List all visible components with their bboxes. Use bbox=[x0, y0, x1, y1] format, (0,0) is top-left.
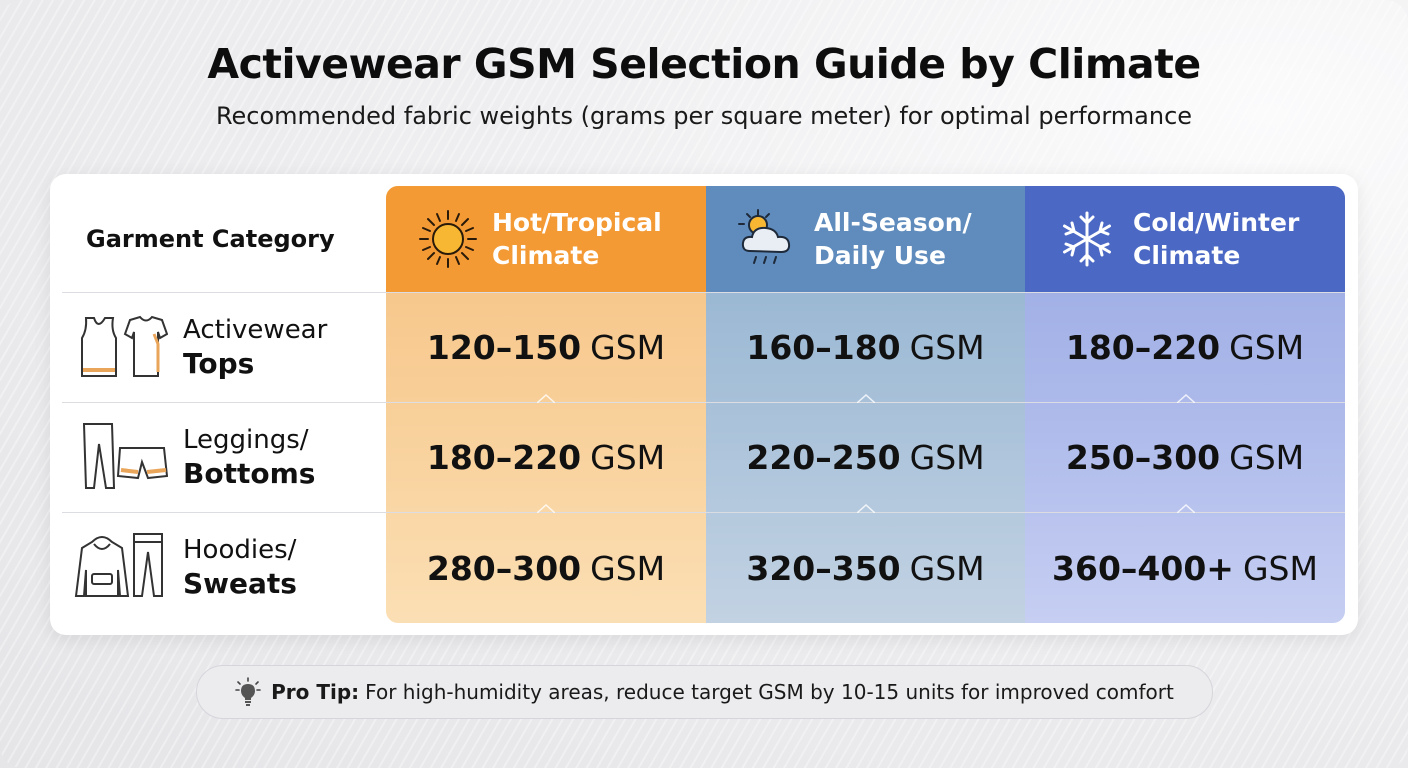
value-number: 180–220 bbox=[1065, 328, 1221, 367]
value-unit: GSM bbox=[1242, 548, 1318, 588]
pro-tip-text: For high-humidity areas, reduce target G… bbox=[365, 680, 1174, 704]
value-unit: GSM bbox=[590, 438, 666, 477]
cell-bottoms-hot: 180–220 GSM bbox=[386, 403, 706, 512]
header-hot-tropical: Hot/Tropical Climate bbox=[386, 186, 706, 292]
value-unit: GSM bbox=[909, 328, 985, 367]
tank-top-tshirt-icon bbox=[81, 315, 168, 377]
row-bottoms-line1: Leggings/ bbox=[183, 425, 309, 455]
row-tops-line1: Activewear bbox=[183, 315, 328, 345]
cell-sweats-cold: 360–400+ GSM bbox=[1025, 513, 1345, 623]
cell-tops-hot: 120–150 GSM bbox=[386, 293, 706, 402]
cell-tops-all: 160–180 GSM bbox=[706, 293, 1025, 402]
value-number: 180–220 bbox=[426, 438, 582, 477]
row-bottoms-line2: Bottoms bbox=[183, 457, 316, 490]
header-cold-line1: Cold/Winter bbox=[1133, 208, 1300, 237]
header-divider bbox=[62, 292, 1345, 293]
pro-tip-banner: Pro Tip: For high-humidity areas, reduce… bbox=[196, 665, 1213, 719]
value-number: 280–300 bbox=[426, 548, 582, 588]
caret-marker bbox=[857, 504, 875, 513]
value-number: 250–300 bbox=[1065, 438, 1221, 477]
value-unit: GSM bbox=[909, 548, 985, 588]
value-number: 320–350 bbox=[746, 548, 901, 588]
header-cold-line2: Climate bbox=[1133, 241, 1241, 270]
header-all-label: All-Season/ Daily Use bbox=[814, 206, 972, 272]
cell-sweats-hot: 280–300 GSM bbox=[386, 513, 706, 623]
snowflake-icon bbox=[1063, 211, 1111, 267]
cell-sweats-all: 320–350 GSM bbox=[706, 513, 1025, 623]
caret-marker bbox=[857, 394, 875, 403]
row-tops-label: Activewear Tops bbox=[183, 313, 327, 381]
leggings-shorts-icon bbox=[82, 423, 168, 489]
header-cold-winter: Cold/Winter Climate bbox=[1025, 186, 1345, 292]
value-number: 160–180 bbox=[746, 328, 901, 367]
value-number: 220–250 bbox=[746, 438, 901, 477]
row-sweats-line2: Sweats bbox=[183, 567, 297, 600]
value-number: 120–150 bbox=[426, 328, 582, 367]
caret-marker bbox=[1177, 504, 1195, 513]
sun-icon bbox=[419, 210, 477, 268]
header-all-line2: Daily Use bbox=[814, 241, 946, 270]
cell-tops-cold: 180–220 GSM bbox=[1025, 293, 1345, 402]
caret-marker bbox=[1177, 394, 1195, 403]
header-all-season: All-Season/ Daily Use bbox=[706, 186, 1025, 292]
value-unit: GSM bbox=[909, 438, 985, 477]
cell-bottoms-cold: 250–300 GSM bbox=[1025, 403, 1345, 512]
row-sweats-line1: Hoodies/ bbox=[183, 535, 297, 565]
value-unit: GSM bbox=[590, 548, 666, 588]
header-hot-line1: Hot/Tropical bbox=[492, 208, 662, 237]
lightbulb-icon bbox=[235, 677, 261, 706]
caret-marker bbox=[537, 394, 555, 403]
row-sweats-label: Hoodies/ Sweats bbox=[183, 533, 297, 601]
header-hot-line2: Climate bbox=[492, 241, 600, 270]
cell-bottoms-all: 220–250 GSM bbox=[706, 403, 1025, 512]
row-divider-2 bbox=[62, 512, 1345, 513]
header-hot-label: Hot/Tropical Climate bbox=[492, 206, 662, 272]
sun-cloud-rain-icon bbox=[738, 209, 791, 264]
value-number: 360–400+ bbox=[1052, 548, 1234, 588]
value-unit: GSM bbox=[1229, 328, 1305, 367]
header-all-line1: All-Season/ bbox=[814, 208, 972, 237]
pro-tip-label: Pro Tip: bbox=[271, 680, 360, 704]
value-unit: GSM bbox=[1229, 438, 1305, 477]
garment-category-header: Garment Category bbox=[86, 225, 335, 253]
value-unit: GSM bbox=[590, 328, 666, 367]
hoodie-sweatpants-icon bbox=[74, 533, 163, 597]
row-tops-line2: Tops bbox=[183, 347, 255, 380]
caret-marker bbox=[537, 504, 555, 513]
row-divider-1 bbox=[62, 402, 1345, 403]
page-subtitle: Recommended fabric weights (grams per sq… bbox=[215, 102, 1193, 130]
row-bottoms-label: Leggings/ Bottoms bbox=[183, 423, 315, 491]
page-title: Activewear GSM Selection Guide by Climat… bbox=[207, 40, 1201, 88]
header-cold-label: Cold/Winter Climate bbox=[1133, 206, 1299, 272]
